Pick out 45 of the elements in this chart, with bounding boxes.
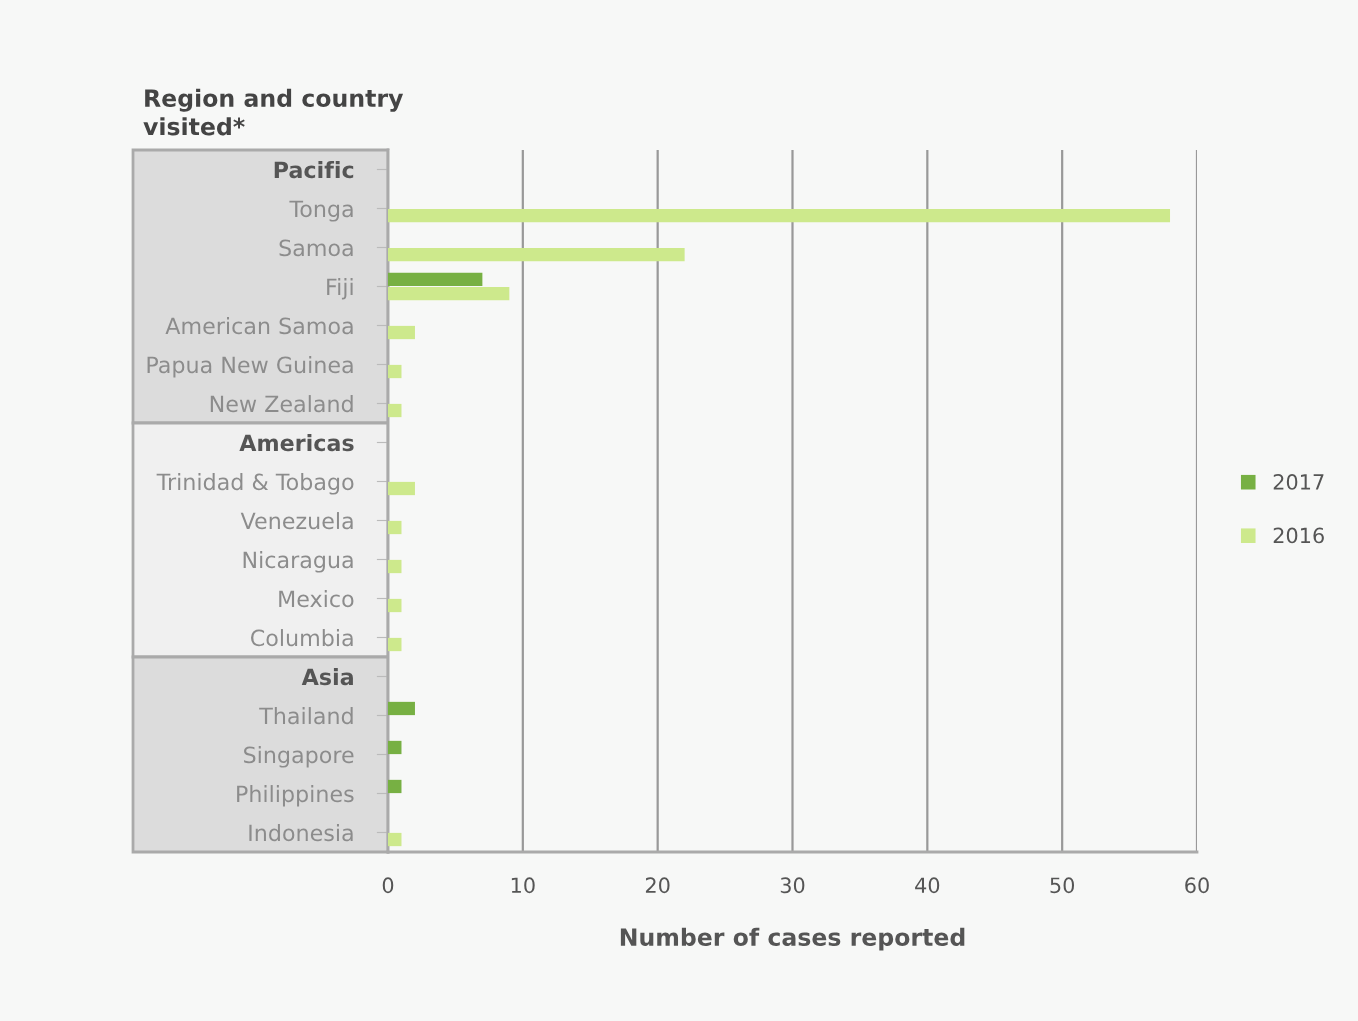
legend-label: 2016	[1273, 527, 1324, 544]
y-tick-label: Fiji	[327, 278, 353, 300]
y-tick-label: Columbia	[251, 629, 353, 647]
bar	[388, 779, 402, 794]
bar	[388, 481, 415, 496]
bar	[388, 740, 402, 755]
x-tick-label: 60	[1185, 877, 1209, 894]
bar	[388, 559, 402, 574]
y-tick-label: Indonesia	[249, 824, 353, 842]
bar	[388, 598, 402, 613]
x-tick-label: 20	[645, 877, 670, 894]
x-tick-label: 40	[915, 877, 940, 894]
y-tick-label: Asia	[301, 668, 353, 686]
x-axis-title: Number of cases reported	[620, 927, 965, 951]
bar	[388, 520, 402, 535]
bar	[388, 403, 402, 418]
y-tick-label: Venezuela	[240, 512, 353, 530]
y-tick-label: Pacific	[274, 161, 354, 179]
bar	[388, 832, 402, 847]
x-tick-label: 50	[1050, 877, 1075, 894]
y-tick-label: Papua New Guinea	[147, 356, 353, 378]
y-tick-label: Samoa	[279, 239, 353, 257]
bar	[388, 272, 483, 287]
bar	[388, 701, 415, 716]
bar	[388, 208, 1171, 223]
y-tick-label: Tonga	[289, 200, 353, 222]
y-tick-label: Trinidad & Tobago	[156, 473, 354, 495]
x-tick-label: 30	[780, 877, 805, 894]
legend-label: 2017	[1273, 474, 1324, 490]
y-tick-label: Singapore	[244, 746, 354, 768]
x-tick-label: 10	[511, 877, 535, 894]
y-tick-label: Mexico	[279, 590, 354, 608]
y-tick-label: American Samoa	[165, 317, 353, 335]
bar	[388, 247, 685, 262]
y-tick-label: New Zealand	[210, 395, 353, 413]
y-tick-label: Nicaragua	[243, 551, 353, 573]
bar	[388, 364, 402, 379]
y-tick-label: Americas	[239, 434, 354, 452]
y-tick-label: Thailand	[259, 707, 353, 725]
bar	[388, 325, 415, 340]
x-tick-label: 0	[382, 877, 394, 894]
y-axis-title: Region and country visited*	[143, 88, 404, 136]
y-tick-label: Philippines	[237, 785, 354, 807]
bar	[388, 637, 402, 652]
bar	[388, 286, 510, 301]
